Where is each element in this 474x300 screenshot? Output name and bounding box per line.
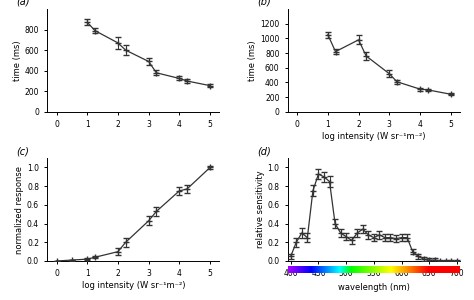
Text: (a): (a) bbox=[17, 0, 30, 7]
Text: (d): (d) bbox=[257, 146, 271, 156]
X-axis label: log intensity (W sr⁻¹m⁻²): log intensity (W sr⁻¹m⁻²) bbox=[82, 281, 185, 290]
Y-axis label: relative sensitivity: relative sensitivity bbox=[255, 171, 264, 248]
X-axis label: log intensity (W sr⁻¹m⁻²): log intensity (W sr⁻¹m⁻²) bbox=[322, 132, 426, 141]
Y-axis label: time (ms): time (ms) bbox=[13, 40, 22, 81]
Text: (c): (c) bbox=[17, 146, 29, 156]
Text: (b): (b) bbox=[257, 0, 271, 7]
Text: wavelength (nm): wavelength (nm) bbox=[338, 284, 410, 292]
Y-axis label: time (ms): time (ms) bbox=[248, 40, 257, 81]
Y-axis label: normalized response: normalized response bbox=[15, 166, 24, 254]
